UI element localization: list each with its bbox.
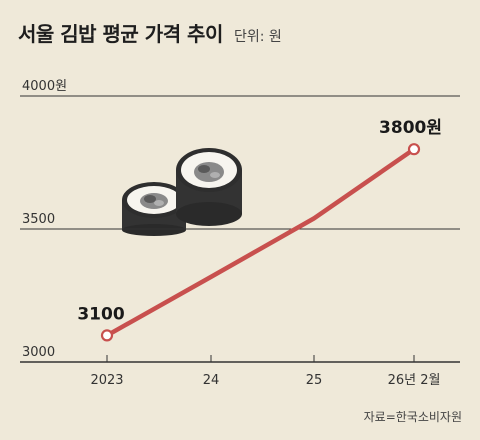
y-tick-label: 3500	[22, 212, 55, 227]
y-tick-label: 3000	[22, 345, 55, 360]
x-tick-label: 25	[306, 373, 323, 388]
data-point-marker	[407, 143, 421, 156]
x-tick-label: 24	[203, 373, 220, 388]
x-tick-label: 2023	[90, 373, 123, 388]
gimbap-rolls-icon	[122, 148, 242, 236]
source-note: 자료=한국소비자원	[363, 410, 462, 424]
data-label: 3800원	[379, 118, 442, 138]
data-label: 3100	[77, 304, 124, 324]
series-line	[104, 146, 417, 338]
title-row: 서울 김밥 평균 가격 추이 단위: 원	[18, 18, 282, 47]
chart-title: 서울 김밥 평균 가격 추이	[18, 22, 223, 46]
y-tick-label: 4000원	[22, 79, 67, 94]
x-tick-label: 26년 2월	[388, 373, 441, 388]
data-point-marker	[100, 329, 114, 342]
unit-label: 단위: 원	[233, 29, 282, 45]
